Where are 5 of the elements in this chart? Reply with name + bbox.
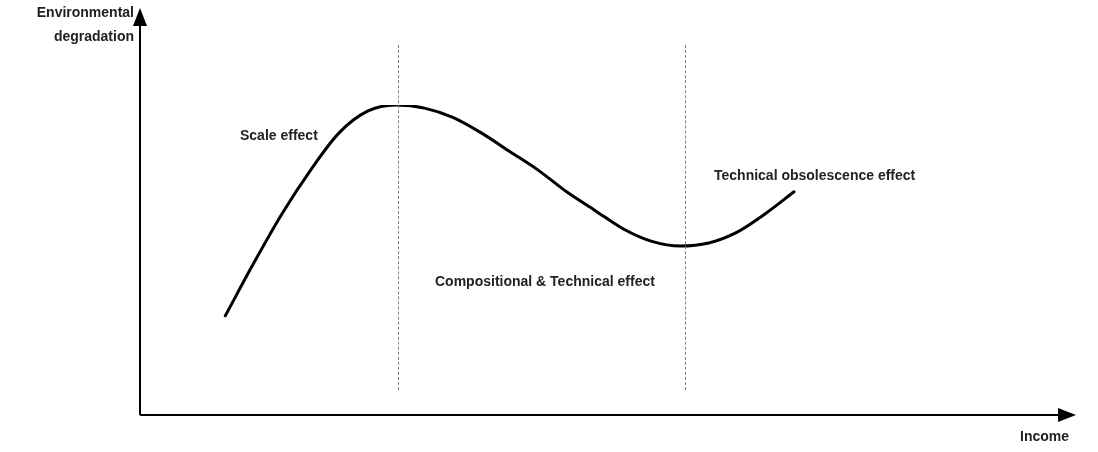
x-axis-title: Income bbox=[1020, 427, 1070, 446]
annotation: Scale effect bbox=[240, 126, 319, 145]
annotation: Compositional & Technical effect bbox=[435, 272, 656, 291]
y-axis-title: Environmental degradation bbox=[35, 3, 134, 46]
annotation: Technical obsolescence effect bbox=[714, 166, 917, 185]
